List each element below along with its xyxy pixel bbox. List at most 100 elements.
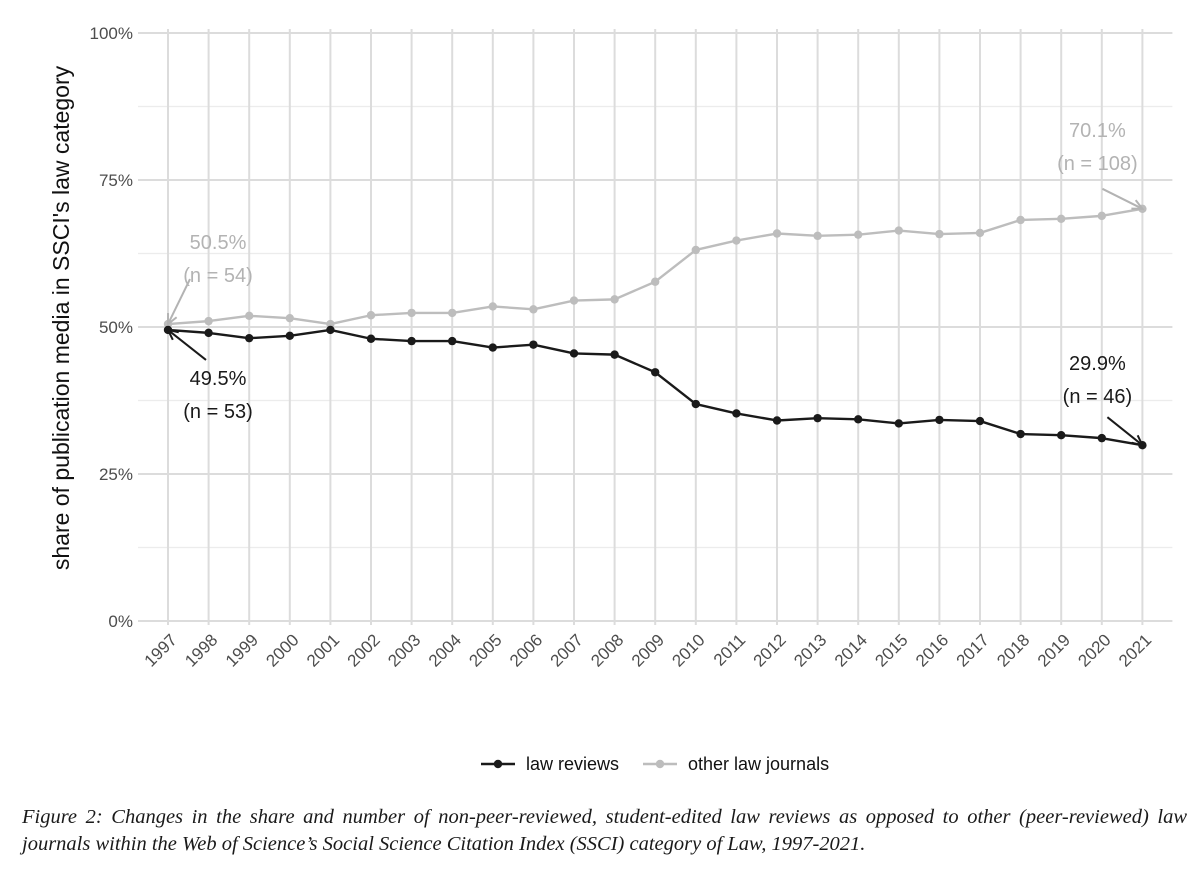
x-tick-label: 2001 <box>303 630 343 670</box>
x-tick-label: 2004 <box>425 630 465 670</box>
x-tick-label: 2020 <box>1074 630 1114 670</box>
x-tick-label: 2006 <box>506 630 546 670</box>
data-point-law-reviews <box>326 325 335 335</box>
data-point-other-law-journals <box>772 229 782 238</box>
data-point-law-reviews <box>772 416 782 425</box>
data-point-other-law-journals <box>407 308 416 318</box>
data-point-law-reviews <box>407 336 416 346</box>
legend-key-point-other-law-journals <box>655 759 665 769</box>
annotation-label-law-reviews: 29.9% <box>1069 353 1126 375</box>
x-tick-label: 2005 <box>465 630 505 670</box>
annotation-arrowhead-other-law-journals <box>1131 199 1145 210</box>
data-point-law-reviews <box>732 409 741 418</box>
y-tick-label: 0% <box>108 612 133 631</box>
annotation-arrow-other-law-journals <box>1101 187 1143 210</box>
x-tick-label: 2003 <box>384 630 424 670</box>
data-point-law-reviews <box>894 419 903 428</box>
data-point-other-law-journals <box>245 311 254 321</box>
data-point-law-reviews <box>935 415 944 425</box>
data-point-law-reviews <box>285 331 294 341</box>
data-point-other-law-journals <box>448 308 457 318</box>
data-point-other-law-journals <box>366 311 376 320</box>
legend-key-point-law-reviews <box>493 759 503 769</box>
x-tick-label: 2018 <box>993 630 1033 670</box>
x-tick-label: 1999 <box>222 630 262 670</box>
data-point-other-law-journals <box>854 230 863 239</box>
data-point-other-law-journals <box>1057 214 1066 224</box>
data-point-law-reviews <box>488 343 497 352</box>
annotation-arrow-other-law-journals <box>167 278 191 325</box>
x-tick-label: 2011 <box>710 630 749 669</box>
y-tick-label: 50% <box>99 318 133 337</box>
x-tick-label: 1997 <box>141 630 181 670</box>
legend-label-other-law-journals: other law journals <box>688 754 829 774</box>
x-tick-label: 2021 <box>1115 630 1155 670</box>
data-point-other-law-journals <box>1016 215 1025 225</box>
data-point-law-reviews <box>610 350 619 359</box>
line-chart: 0%25%50%75%100%1997 1998 1999 2000 2001 2002 2… <box>48 24 1173 774</box>
data-point-law-reviews <box>854 415 863 424</box>
y-tick-label: 25% <box>99 465 133 484</box>
data-point-law-reviews <box>651 368 660 377</box>
x-tick-label: 2002 <box>344 630 384 670</box>
data-point-other-law-journals <box>326 319 335 329</box>
data-point-law-reviews <box>975 416 985 426</box>
x-tick-label: 2007 <box>547 630 587 670</box>
annotation-label-law-reviews: (n = 53) <box>183 401 252 423</box>
data-point-law-reviews <box>366 334 376 343</box>
data-point-other-law-journals <box>975 228 985 238</box>
data-point-law-reviews <box>448 336 457 346</box>
data-point-law-reviews <box>204 328 213 338</box>
x-tick-label: 2000 <box>262 630 302 670</box>
x-tick-label: 2015 <box>871 630 911 670</box>
annotation-arrowhead-law-reviews <box>166 328 179 341</box>
x-tick-label: 2009 <box>628 630 668 670</box>
data-point-other-law-journals <box>569 296 579 305</box>
data-point-other-law-journals <box>1097 211 1107 221</box>
data-point-other-law-journals <box>813 231 822 241</box>
annotation-label-other-law-journals: 70.1% <box>1069 120 1126 142</box>
x-tick-label: 2014 <box>831 630 871 670</box>
y-tick-label: 100% <box>90 24 133 43</box>
annotation-label-other-law-journals: (n = 108) <box>1057 153 1138 175</box>
annotation-label-other-law-journals: (n = 54) <box>183 265 252 287</box>
data-point-other-law-journals <box>894 226 903 235</box>
figure-caption: Figure 2: Changes in the share and numbe… <box>22 806 1187 855</box>
annotation-label-other-law-journals: 50.5% <box>190 232 247 254</box>
data-point-other-law-journals <box>732 236 741 245</box>
annotations: 50.5% (n = 54) 49.5% (n = 53) 70.1% (n = 108)… <box>166 120 1145 447</box>
data-point-law-reviews <box>1057 430 1066 440</box>
data-point-other-law-journals <box>691 245 700 255</box>
annotation-arrowhead-law-reviews <box>1131 434 1145 447</box>
x-tick-label: 2013 <box>790 630 830 670</box>
data-point-other-law-journals <box>529 305 538 314</box>
legend: law reviews other law journals <box>481 754 829 774</box>
data-point-law-reviews <box>569 349 579 358</box>
legend-label-law-reviews: law reviews <box>526 754 619 774</box>
annotation-arrow-law-reviews <box>167 329 207 361</box>
x-tick-label: 2019 <box>1034 630 1074 670</box>
x-tick-label: 2010 <box>668 630 708 670</box>
data-point-law-reviews <box>1097 433 1107 443</box>
data-point-law-reviews <box>691 399 700 409</box>
x-tick-label: 2016 <box>912 630 952 670</box>
data-point-other-law-journals <box>285 313 294 323</box>
data-point-law-reviews <box>529 340 538 349</box>
y-tick-label: 75% <box>99 171 133 190</box>
grid <box>138 29 1173 625</box>
x-tick-label: 1998 <box>181 630 221 670</box>
y-axis-title: share of publication media in SSCI's law… <box>48 65 74 570</box>
annotation-label-law-reviews: 49.5% <box>190 368 247 390</box>
data-point-other-law-journals <box>935 229 944 239</box>
data-point-law-reviews <box>1016 429 1025 439</box>
annotation-label-law-reviews: (n = 46) <box>1063 386 1132 408</box>
data-point-other-law-journals <box>610 295 619 304</box>
x-tick-label: 2012 <box>750 630 790 670</box>
annotation-arrowhead-other-law-journals <box>166 313 178 327</box>
data-point-other-law-journals <box>488 302 497 311</box>
data-point-other-law-journals <box>204 316 213 326</box>
x-tick-label: 2008 <box>587 630 627 670</box>
data-point-law-reviews <box>245 333 254 343</box>
data-point-law-reviews <box>813 413 822 423</box>
annotation-arrow-law-reviews <box>1106 416 1144 446</box>
